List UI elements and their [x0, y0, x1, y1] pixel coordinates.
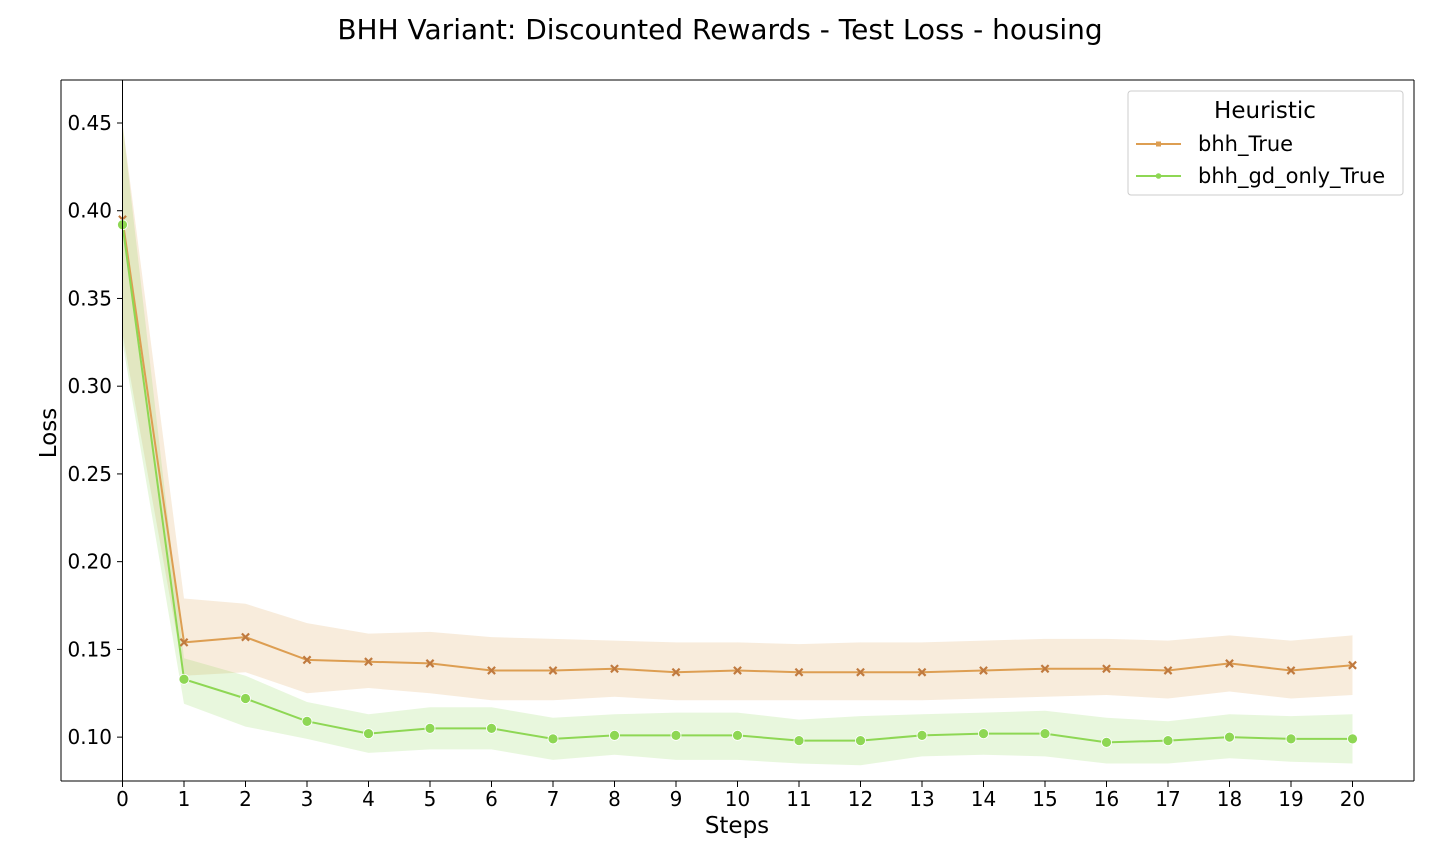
y-tick-label-7: 0.45 — [67, 111, 112, 135]
point-bhh_gd_only_True-4 — [363, 728, 374, 740]
point-bhh_True-5 — [425, 659, 435, 668]
line-bhh_True — [121, 219, 1353, 674]
point-bhh_gd_only_True-1 — [178, 673, 190, 685]
point-bhh_gd_only_True-12 — [855, 735, 866, 747]
legend-item-bhh_True: bhh_True — [1136, 132, 1293, 157]
point-bhh_gd_only_True-2 — [240, 693, 251, 704]
confidence-bands — [122, 123, 1353, 766]
y-tick-label-3: 0.25 — [67, 462, 112, 486]
legend-item-bhh_gd_only_True: bhh_gd_only_True — [1136, 164, 1385, 189]
x-tick-label-14: 14 — [971, 787, 996, 811]
point-bhh_gd_only_True-15 — [1039, 728, 1051, 740]
x-tick-label-9: 9 — [670, 787, 683, 811]
x-tick-label-12: 12 — [848, 787, 873, 811]
point-bhh_gd_only_True-16 — [1101, 736, 1112, 748]
legend-marker — [1156, 141, 1161, 147]
point-bhh_True-10 — [733, 666, 742, 675]
point-bhh_True-15 — [1040, 664, 1050, 674]
point-bhh_True-7 — [548, 666, 558, 675]
x-tick-label-16: 16 — [1094, 787, 1119, 811]
point-bhh_True-4 — [364, 657, 373, 667]
x-tick-label-5: 5 — [424, 787, 437, 811]
x-tick-label-4: 4 — [362, 787, 375, 811]
x-tick-label-3: 3 — [301, 787, 314, 811]
point-bhh_gd_only_True-13 — [916, 729, 928, 741]
point-bhh_True-8 — [610, 664, 619, 674]
point-bhh_gd_only_True-17 — [1162, 735, 1174, 747]
point-bhh_True-13 — [917, 667, 927, 677]
point-bhh_True-19 — [1286, 666, 1296, 675]
point-bhh_True-1 — [179, 638, 189, 647]
y-tick-label-2: 0.20 — [67, 550, 112, 574]
chart-title: BHH Variant: Discounted Rewards - Test L… — [337, 13, 1102, 46]
point-bhh_gd_only_True-14 — [978, 728, 989, 740]
point-bhh_True-3 — [302, 655, 312, 665]
point-bhh_gd_only_True-11 — [793, 735, 805, 747]
legend-title: Heuristic — [1214, 98, 1316, 124]
legend-label: bhh_True — [1198, 132, 1293, 157]
point-bhh_gd_only_True-18 — [1224, 731, 1235, 743]
point-bhh_True-6 — [487, 666, 496, 675]
x-tick-label-17: 17 — [1155, 787, 1180, 811]
x-tick-label-0: 0 — [116, 787, 129, 811]
x-tick-label-13: 13 — [909, 787, 934, 811]
band-bhh_True — [122, 123, 1353, 701]
point-bhh_True-2 — [241, 632, 250, 642]
x-tick-label-7: 7 — [547, 787, 560, 811]
y-tick-label-5: 0.35 — [67, 286, 112, 310]
x-tick-label-20: 20 — [1340, 787, 1365, 811]
legend-marker — [1155, 173, 1162, 179]
point-bhh_gd_only_True-7 — [547, 733, 559, 745]
y-tick-label-0: 0.10 — [67, 725, 112, 749]
point-bhh_gd_only_True-20 — [1347, 733, 1358, 745]
y-tick-label-6: 0.40 — [67, 199, 112, 223]
x-tick-label-15: 15 — [1032, 787, 1057, 811]
x-tick-label-18: 18 — [1217, 787, 1242, 811]
point-bhh_gd_only_True-3 — [301, 715, 313, 727]
x-tick-label-10: 10 — [725, 787, 750, 811]
x-tick-label-6: 6 — [485, 787, 498, 811]
y-tick-label-4: 0.30 — [67, 374, 112, 398]
legend-box — [1127, 90, 1404, 196]
x-tick-label-19: 19 — [1278, 787, 1303, 811]
point-bhh_True-18 — [1225, 659, 1234, 668]
point-bhh_gd_only_True-6 — [486, 722, 497, 734]
point-bhh_gd_only_True-9 — [670, 729, 682, 741]
x-tick-label-2: 2 — [239, 787, 252, 811]
point-bhh_gd_only_True-8 — [609, 729, 620, 741]
point-bhh_True-17 — [1163, 666, 1173, 675]
point-bhh_gd_only_True-19 — [1285, 733, 1297, 745]
legend-items: bhh_True bhh_gd_only_True — [1136, 132, 1385, 189]
legend: Heuristic bhh_True bhh_gd_only_True — [1127, 90, 1404, 196]
x-tick-label-11: 11 — [786, 787, 811, 811]
point-bhh_True-20 — [1348, 660, 1357, 670]
x-ticks: 0 1 2 3 4 5 6 7 8 9 10 11 12 13 14 15 16 17 18 19 20 — [116, 781, 1365, 811]
y-axis-label: Loss — [36, 408, 62, 458]
y-tick-label-1: 0.15 — [67, 637, 112, 661]
point-bhh_True-16 — [1102, 664, 1111, 674]
point-bhh_True-11 — [794, 667, 804, 677]
x-tick-label-8: 8 — [608, 787, 621, 811]
point-bhh_True-12 — [856, 667, 865, 677]
point-bhh_True-14 — [979, 666, 988, 675]
point-bhh_gd_only_True-5 — [424, 722, 436, 734]
x-axis-label: Steps — [705, 813, 769, 839]
y-ticks: 0.10 0.15 0.20 0.25 0.30 0.35 0.40 0.45 — [67, 111, 123, 749]
point-bhh_gd_only_True-10 — [732, 729, 743, 741]
series-markers — [117, 215, 1358, 748]
legend-label: bhh_gd_only_True — [1198, 164, 1385, 189]
x-tick-label-1: 1 — [178, 787, 191, 811]
point-bhh_True-9 — [671, 667, 681, 677]
